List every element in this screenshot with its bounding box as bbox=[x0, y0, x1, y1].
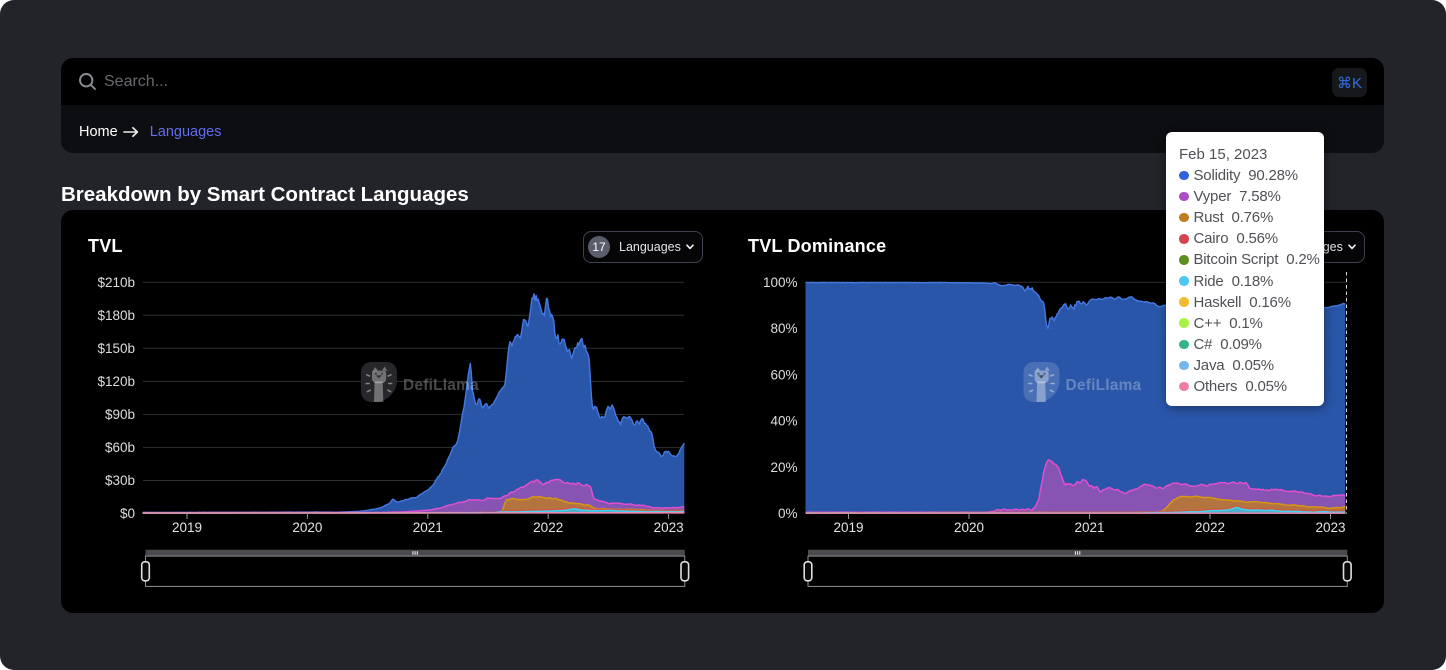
svg-text:20%: 20% bbox=[770, 460, 797, 475]
svg-text:$30b: $30b bbox=[105, 473, 135, 488]
svg-text:$210b: $210b bbox=[97, 275, 135, 290]
svg-text:80%: 80% bbox=[770, 321, 797, 336]
svg-text:$0: $0 bbox=[120, 506, 135, 521]
svg-text:2021: 2021 bbox=[413, 520, 443, 535]
svg-text:2022: 2022 bbox=[533, 520, 563, 535]
svg-text:2021: 2021 bbox=[1074, 520, 1104, 535]
svg-text:100%: 100% bbox=[763, 275, 798, 290]
svg-text:0%: 0% bbox=[778, 506, 798, 521]
svg-text:$150b: $150b bbox=[97, 341, 135, 356]
svg-text:2020: 2020 bbox=[954, 520, 984, 535]
svg-text:2022: 2022 bbox=[1195, 520, 1225, 535]
svg-text:2019: 2019 bbox=[833, 520, 863, 535]
svg-text:2023: 2023 bbox=[1315, 520, 1345, 535]
svg-text:2023: 2023 bbox=[654, 520, 684, 535]
svg-text:2020: 2020 bbox=[292, 520, 322, 535]
svg-text:$180b: $180b bbox=[97, 308, 135, 323]
svg-text:$60b: $60b bbox=[105, 440, 135, 455]
svg-text:DefiLlama: DefiLlama bbox=[1066, 377, 1142, 394]
svg-text:40%: 40% bbox=[770, 414, 797, 429]
svg-text:DefiLlama: DefiLlama bbox=[403, 377, 479, 394]
svg-text:60%: 60% bbox=[770, 367, 797, 382]
svg-text:2019: 2019 bbox=[172, 520, 202, 535]
svg-text:$120b: $120b bbox=[97, 374, 135, 389]
svg-text:$90b: $90b bbox=[105, 407, 135, 422]
